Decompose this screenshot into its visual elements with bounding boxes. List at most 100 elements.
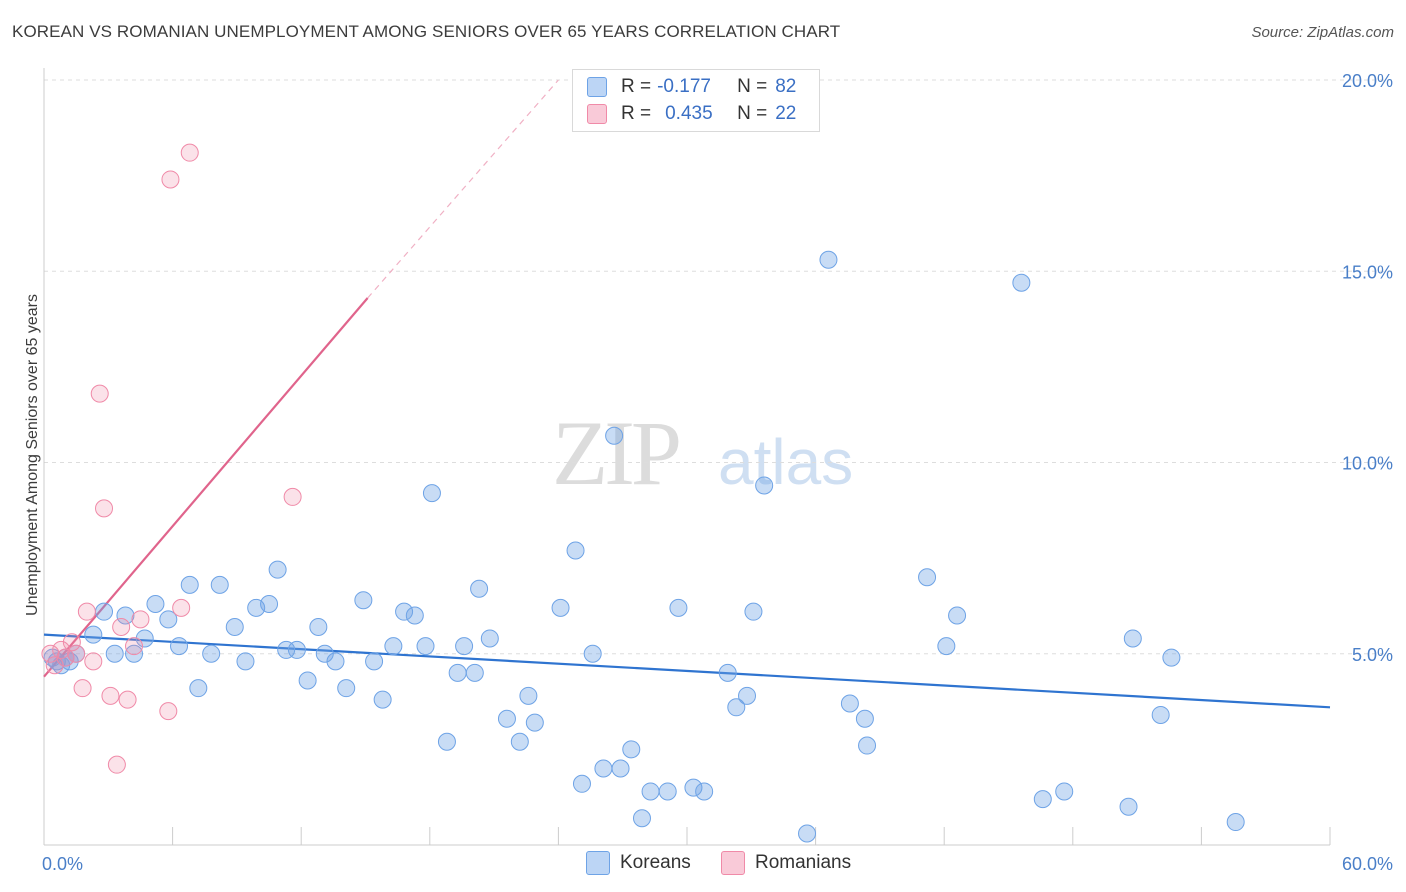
y-tick-label: 15.0% bbox=[1342, 262, 1393, 282]
romanian-point bbox=[131, 610, 150, 629]
romanians-n-value: 22 bbox=[775, 103, 797, 124]
korean-point bbox=[373, 690, 392, 709]
korean-point bbox=[744, 602, 763, 621]
koreans-n-value: 82 bbox=[775, 76, 797, 97]
romanian-point bbox=[101, 686, 120, 705]
korean-point bbox=[268, 560, 287, 579]
y-tick-label: 20.0% bbox=[1342, 71, 1393, 91]
romanian-point bbox=[62, 633, 81, 652]
korean-point bbox=[480, 629, 499, 648]
korean-point bbox=[210, 575, 229, 594]
korean-point bbox=[159, 610, 178, 629]
chart-title: KOREAN VS ROMANIAN UNEMPLOYMENT AMONG SE… bbox=[12, 22, 841, 41]
korean-point bbox=[470, 579, 489, 598]
chart-source: Source: ZipAtlas.com bbox=[1251, 24, 1394, 41]
korean-point bbox=[551, 598, 570, 617]
korean-point bbox=[315, 644, 334, 663]
korean-point bbox=[236, 652, 255, 671]
romanian-point bbox=[172, 598, 191, 617]
korean-point bbox=[277, 640, 296, 659]
romanians-r-label: R = bbox=[621, 103, 652, 124]
korean-point bbox=[146, 595, 165, 614]
korean-point bbox=[519, 686, 538, 705]
data-points bbox=[41, 143, 1245, 843]
koreans-n-label: N = bbox=[737, 76, 768, 97]
korean-point bbox=[437, 732, 456, 751]
romanian-point bbox=[77, 602, 96, 621]
romanian-point bbox=[90, 384, 109, 403]
korean-trend-line bbox=[43, 633, 1331, 709]
korean-point bbox=[798, 824, 817, 843]
korean-point bbox=[384, 637, 403, 656]
tick-labels: 5.0% 10.0% 15.0% 20.0% 0.0% 60.0% bbox=[42, 71, 1393, 874]
korean-point bbox=[1012, 273, 1031, 292]
korean-point bbox=[605, 426, 624, 445]
korean-point bbox=[405, 606, 424, 625]
korean-point bbox=[1162, 648, 1181, 667]
romanian-point bbox=[41, 644, 60, 663]
korean-point bbox=[95, 602, 114, 621]
korean-point bbox=[858, 736, 877, 755]
korean-point bbox=[202, 644, 221, 663]
korean-point bbox=[641, 782, 660, 801]
korean-point bbox=[622, 740, 641, 759]
grid-lines bbox=[44, 79, 1395, 655]
korean-point bbox=[755, 476, 774, 495]
korean-point bbox=[287, 640, 306, 659]
korean-point bbox=[583, 644, 602, 663]
romanian-point bbox=[159, 702, 178, 721]
legend-row-romanians: R = 0.435 N = 22 bbox=[587, 102, 796, 126]
romanian-trend-line bbox=[43, 297, 369, 678]
romanian-point bbox=[118, 690, 137, 709]
y-tick-label: 5.0% bbox=[1352, 645, 1393, 665]
korean-point bbox=[611, 759, 630, 778]
x-tick-label-min: 0.0% bbox=[42, 854, 83, 874]
romanian-point bbox=[283, 487, 302, 506]
romanian-trend-extension bbox=[367, 79, 559, 299]
romanians-legend-label: Romanians bbox=[755, 852, 852, 873]
korean-point bbox=[326, 652, 345, 671]
korean-point bbox=[566, 541, 585, 560]
romanian-point bbox=[180, 143, 199, 162]
koreans-legend-swatch bbox=[586, 851, 610, 875]
korean-point bbox=[354, 591, 373, 610]
legend-row-koreans: R = -0.177 N = 82 bbox=[587, 75, 796, 99]
korean-point bbox=[84, 625, 103, 644]
romanians-swatch bbox=[587, 104, 607, 124]
korean-point bbox=[840, 694, 859, 713]
korean-point bbox=[1123, 629, 1142, 648]
korean-point bbox=[1151, 705, 1170, 724]
korean-point bbox=[465, 663, 484, 682]
romanian-point bbox=[95, 499, 114, 518]
korean-point bbox=[365, 652, 384, 671]
stats-legend: R = -0.177 N = 82 R = 0.435 N = 22 bbox=[572, 69, 820, 132]
korean-point bbox=[170, 637, 189, 656]
watermark-zip: ZIP bbox=[552, 402, 682, 504]
romanians-n-label: N = bbox=[737, 103, 768, 124]
korean-point bbox=[1226, 813, 1245, 832]
bottom-legend-koreans: Koreans bbox=[586, 851, 691, 875]
korean-point bbox=[658, 782, 677, 801]
korean-point bbox=[684, 778, 703, 797]
korean-point bbox=[416, 637, 435, 656]
korean-point bbox=[510, 732, 529, 751]
korean-point bbox=[669, 598, 688, 617]
trend-lines bbox=[43, 79, 1331, 709]
y-axis-label: Unemployment Among Seniors over 65 years bbox=[24, 294, 41, 616]
y-tick-label: 10.0% bbox=[1342, 454, 1393, 474]
korean-point bbox=[448, 663, 467, 682]
romanian-point bbox=[56, 648, 75, 667]
bottom-legend-romanians: Romanians bbox=[721, 851, 851, 875]
korean-point bbox=[819, 250, 838, 269]
romanian-point bbox=[45, 656, 64, 675]
korean-point bbox=[594, 759, 613, 778]
korean-point bbox=[572, 774, 591, 793]
korean-point bbox=[189, 679, 208, 698]
korean-point bbox=[116, 606, 135, 625]
romanian-point bbox=[73, 679, 92, 698]
korean-point bbox=[695, 782, 714, 801]
korean-point bbox=[337, 679, 356, 698]
korean-point bbox=[298, 671, 317, 690]
korean-point bbox=[125, 644, 144, 663]
